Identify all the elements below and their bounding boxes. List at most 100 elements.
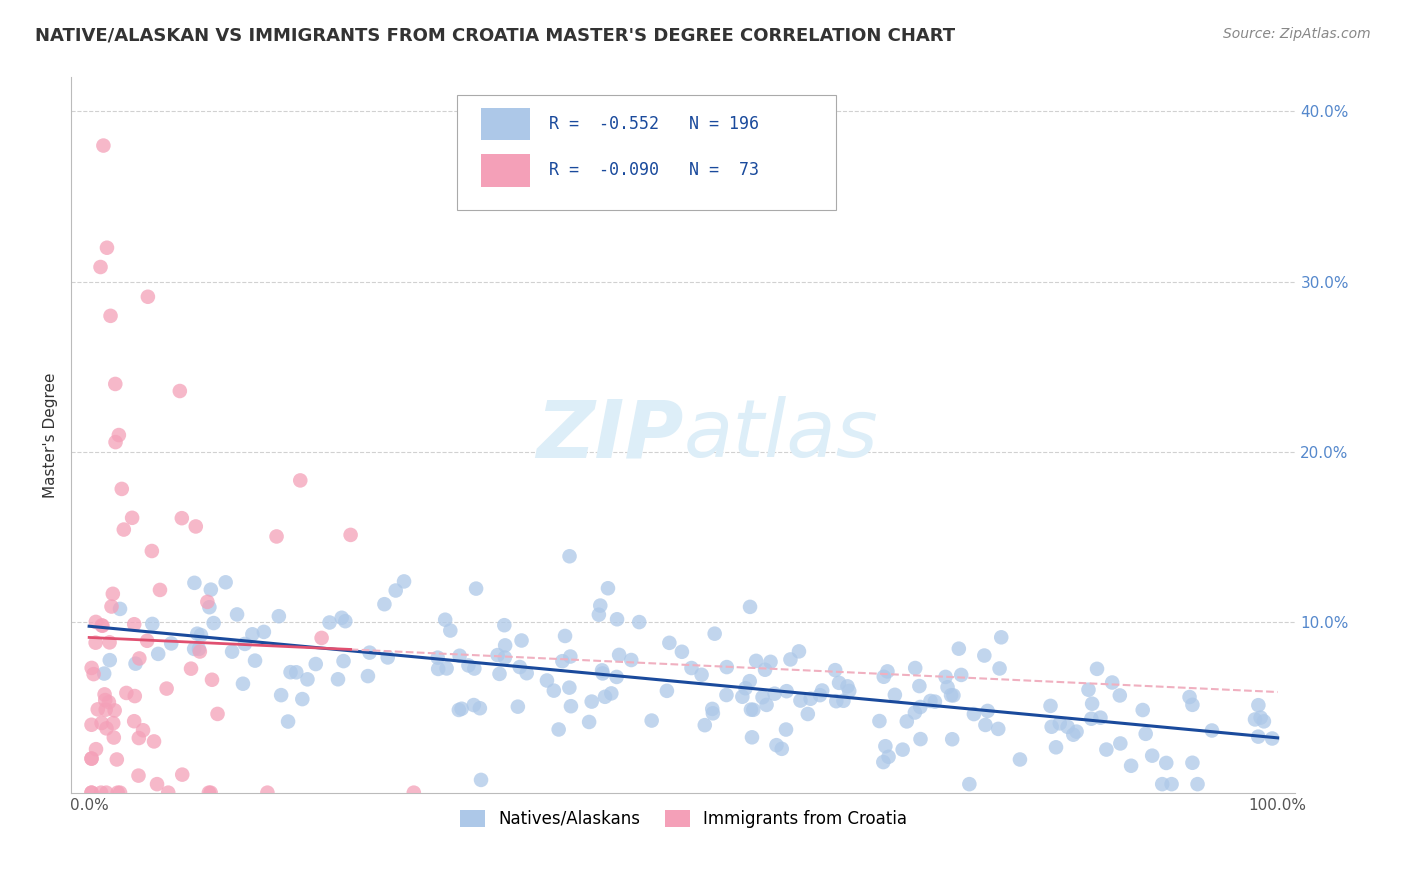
Point — [436, 661, 458, 675]
Point — [104, 703, 127, 717]
Point — [543, 683, 565, 698]
Point — [825, 694, 848, 708]
Point — [214, 575, 236, 590]
Point — [797, 706, 820, 721]
Point — [775, 723, 797, 737]
Point — [494, 639, 516, 653]
Point — [285, 665, 308, 680]
Point — [734, 681, 756, 696]
Point — [291, 692, 314, 706]
Point — [910, 732, 932, 747]
Point — [463, 698, 485, 712]
Point — [875, 739, 897, 754]
Text: R =  -0.090   N =  73: R = -0.090 N = 73 — [548, 161, 759, 179]
Point — [1056, 720, 1078, 734]
Point — [596, 581, 619, 595]
Point — [105, 752, 128, 766]
Point — [104, 435, 127, 450]
Point — [1160, 777, 1182, 791]
Point — [160, 636, 183, 650]
Point — [974, 718, 997, 732]
Text: ZIP: ZIP — [536, 396, 683, 474]
Point — [702, 702, 724, 716]
Point — [101, 587, 124, 601]
Point — [143, 734, 166, 748]
Point — [84, 635, 107, 649]
Point — [169, 384, 191, 398]
Point — [935, 670, 957, 684]
Bar — [481, 154, 530, 186]
Point — [942, 689, 965, 703]
Point — [132, 723, 155, 738]
Point — [628, 615, 651, 629]
Point — [256, 786, 278, 800]
Point — [311, 631, 333, 645]
Point — [740, 702, 762, 716]
Point — [202, 616, 225, 631]
Point — [108, 428, 131, 442]
Point — [1077, 682, 1099, 697]
Point — [108, 602, 131, 616]
Point — [1066, 724, 1088, 739]
Point — [128, 731, 150, 745]
Point — [775, 684, 797, 698]
Point — [156, 681, 179, 696]
Point — [84, 742, 107, 756]
Point — [607, 648, 630, 662]
Point — [560, 699, 582, 714]
Point — [280, 665, 302, 680]
Point — [232, 677, 254, 691]
Point — [104, 376, 127, 391]
Point — [121, 511, 143, 525]
Point — [184, 519, 207, 533]
Point — [1049, 716, 1071, 731]
Point — [200, 582, 222, 597]
Point — [957, 777, 980, 791]
Point — [103, 716, 125, 731]
Point — [655, 683, 678, 698]
Point — [755, 698, 778, 712]
Point — [233, 637, 256, 651]
Point — [384, 583, 406, 598]
Point — [332, 654, 354, 668]
Point — [588, 607, 610, 622]
Point — [876, 665, 898, 679]
Point — [1154, 756, 1177, 770]
Point — [80, 661, 103, 675]
Point — [1181, 756, 1204, 770]
Point — [828, 676, 851, 690]
Point — [93, 687, 115, 701]
Point — [335, 614, 357, 628]
Point — [107, 786, 129, 800]
Point — [516, 666, 538, 681]
Point — [318, 615, 340, 630]
Point — [939, 688, 962, 702]
Point — [326, 673, 349, 687]
Point — [96, 241, 118, 255]
Point — [891, 742, 914, 756]
Point — [591, 664, 613, 678]
Point — [240, 627, 263, 641]
Point — [494, 650, 516, 665]
Point — [592, 666, 614, 681]
Point — [941, 732, 963, 747]
Point — [787, 644, 810, 658]
Point — [1109, 736, 1132, 750]
Point — [80, 751, 103, 765]
Point — [200, 786, 222, 800]
Point — [183, 641, 205, 656]
Point — [122, 617, 145, 632]
Point — [1040, 720, 1063, 734]
Point — [824, 663, 846, 677]
Point — [581, 695, 603, 709]
Point — [716, 688, 738, 702]
Point — [1253, 714, 1275, 729]
Point — [1140, 748, 1163, 763]
Point — [558, 549, 581, 564]
Point — [148, 647, 170, 661]
Point — [963, 707, 986, 722]
Point — [100, 309, 122, 323]
Bar — [481, 108, 530, 140]
Point — [267, 609, 290, 624]
Point — [1008, 752, 1031, 766]
